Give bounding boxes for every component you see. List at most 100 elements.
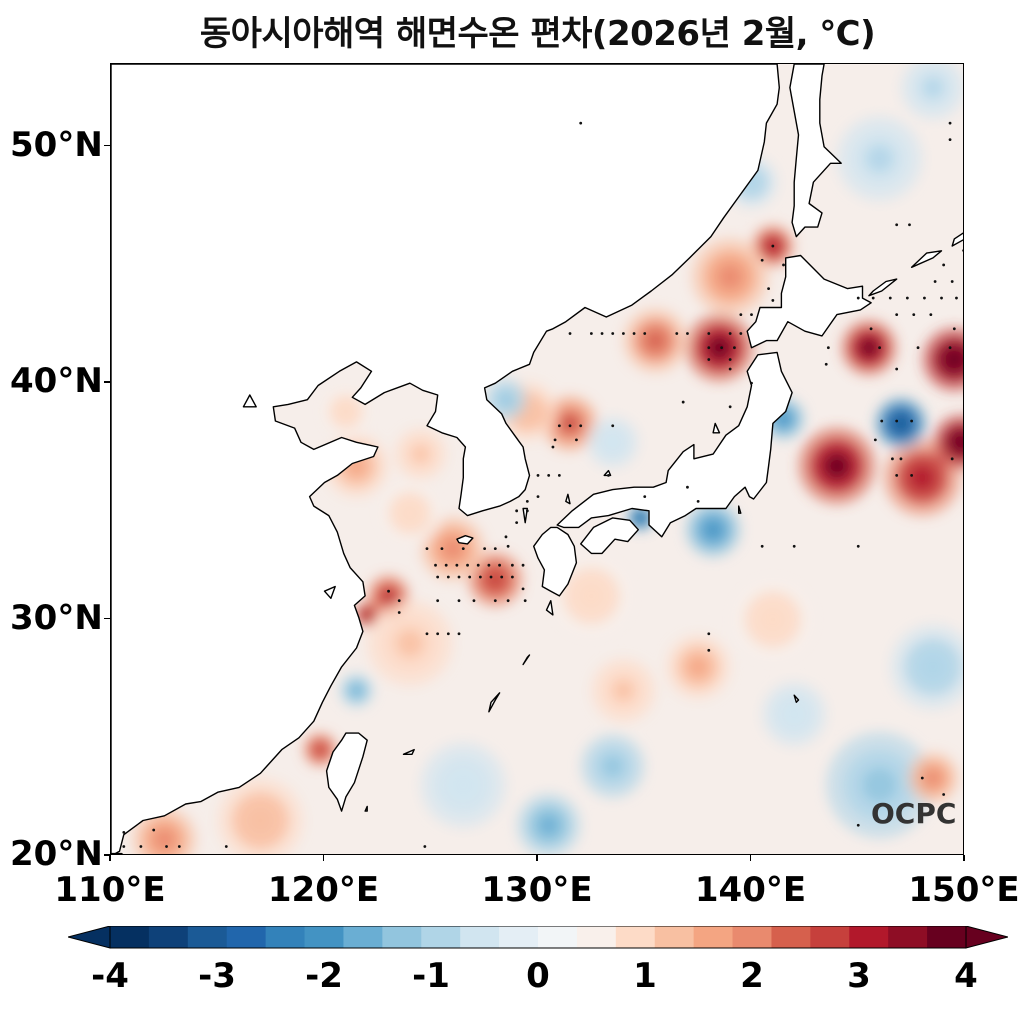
- lon-tick-label: 130°E: [481, 870, 593, 910]
- taiwan-landmass: [325, 732, 368, 812]
- significance-dot: [622, 332, 625, 335]
- anomaly-field: [132, 64, 963, 854]
- island: [402, 748, 415, 755]
- colorbar-tick-label: -3: [198, 956, 236, 996]
- anomaly-feature: [909, 464, 936, 491]
- lat-tick-mark: [104, 617, 110, 620]
- colorbar-segment: [732, 926, 773, 948]
- anomaly-feature: [441, 537, 464, 560]
- anomaly-feature: [498, 392, 514, 407]
- significance-dot: [461, 547, 465, 551]
- colorbar-segment: [499, 926, 539, 948]
- significance-dot: [468, 575, 472, 579]
- anomaly-feature: [612, 679, 635, 702]
- island: [868, 278, 898, 297]
- significance-dot: [643, 495, 647, 499]
- significance-dot: [895, 223, 899, 227]
- anomaly-feature: [538, 814, 560, 836]
- lon-tick-mark: [963, 855, 965, 861]
- significance-dot: [869, 327, 873, 331]
- significance-dot: [575, 438, 578, 442]
- significance-dot: [397, 611, 401, 614]
- hokkaido-landmass: [746, 254, 872, 349]
- significance-dot: [952, 327, 956, 331]
- significance-dot: [515, 521, 519, 525]
- anomaly-feature: [350, 684, 363, 697]
- anomaly-feature: [337, 402, 355, 421]
- significance-dot: [515, 509, 519, 513]
- lon-tick-label: 110°E: [54, 870, 166, 910]
- colorbar-segment: [927, 926, 967, 948]
- colorbar-outline: [109, 926, 967, 949]
- significance-dot: [446, 632, 450, 636]
- island: [545, 600, 554, 616]
- colorbar-tick-label: -2: [305, 956, 343, 996]
- significance-dot: [826, 346, 830, 350]
- significance-dot: [579, 424, 583, 428]
- significance-dot: [707, 648, 711, 652]
- significance-dot: [950, 457, 954, 461]
- significance-dot: [707, 346, 711, 350]
- island: [951, 232, 963, 247]
- significance-dot: [856, 823, 860, 827]
- significance-dot: [948, 138, 952, 142]
- significance-dot: [675, 332, 679, 335]
- anomaly-feature: [824, 453, 850, 479]
- significance-dot: [536, 473, 540, 477]
- significance-dot: [707, 358, 711, 361]
- significance-dot: [500, 575, 504, 579]
- jeju-landmass: [456, 535, 474, 545]
- significance-dot: [139, 845, 143, 848]
- colorbar-segment: [110, 926, 150, 948]
- anomaly-feature: [644, 329, 667, 352]
- significance-dot: [686, 332, 689, 335]
- significance-dot: [856, 544, 860, 548]
- colorbar-segment: [888, 926, 928, 948]
- significance-dot: [940, 296, 943, 300]
- significance-dot: [423, 845, 427, 848]
- significance-dot: [547, 473, 551, 477]
- colorbar-min-extension: [68, 926, 111, 949]
- significance-dot: [696, 499, 700, 503]
- colorbar-tick-label: 3: [847, 956, 871, 996]
- significance-dot: [457, 632, 461, 636]
- significance-dot: [510, 575, 514, 579]
- significance-dot: [681, 400, 685, 404]
- significance-dot: [425, 632, 429, 636]
- significance-dot: [728, 332, 732, 335]
- lon-tick-label: 140°E: [694, 870, 807, 910]
- significance-dot: [792, 544, 796, 548]
- significance-dot: [916, 346, 920, 350]
- island: [738, 505, 742, 514]
- colorbar-segment: [382, 926, 422, 948]
- significance-dot: [523, 599, 527, 603]
- significance-dot: [707, 632, 711, 636]
- anomaly-feature: [783, 703, 805, 725]
- significance-dot: [493, 599, 497, 603]
- anomaly-feature: [486, 570, 505, 589]
- colorbar-segment: [421, 926, 461, 948]
- significance-dot: [728, 405, 732, 409]
- significance-dot: [933, 280, 937, 283]
- lat-tick-mark: [104, 854, 110, 856]
- significance-dot: [908, 223, 911, 227]
- significance-dot: [912, 313, 916, 317]
- anomaly-feature: [636, 513, 645, 523]
- significance-dot: [553, 438, 557, 442]
- significance-dot: [767, 287, 770, 290]
- significance-dot: [611, 424, 615, 428]
- significance-dot: [551, 445, 555, 449]
- lake: [323, 585, 336, 599]
- significance-dot: [771, 299, 775, 302]
- significance-dot: [923, 296, 926, 300]
- significance-dot: [504, 535, 508, 539]
- hainan-landmass: [111, 852, 124, 854]
- sakhalin-landmass: [789, 64, 842, 238]
- significance-dot: [942, 263, 946, 267]
- significance-dot: [387, 589, 390, 593]
- colorbar-segment: [810, 926, 850, 948]
- lon-tick-mark: [322, 855, 325, 861]
- significance-dot: [425, 547, 429, 551]
- lat-tick-label: 50°N: [10, 124, 103, 165]
- island: [488, 692, 501, 713]
